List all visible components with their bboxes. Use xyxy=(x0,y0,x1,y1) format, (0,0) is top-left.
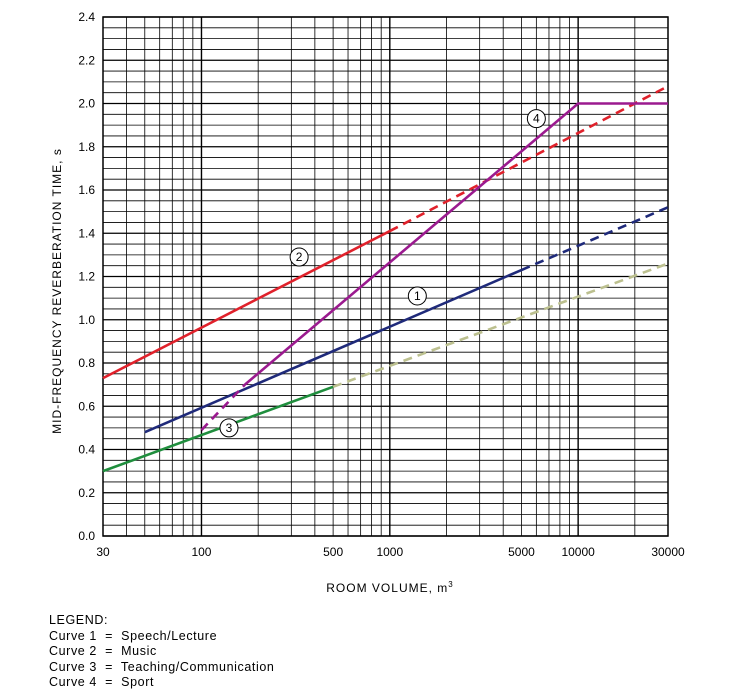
curve-3-label-circle xyxy=(219,418,239,438)
legend-heading: LEGEND: xyxy=(49,613,109,627)
curve-1-solid-line xyxy=(144,268,522,434)
curve-3-solid-line xyxy=(102,385,334,473)
curve-1-label: 1 xyxy=(414,289,421,303)
curve-2-solid-line xyxy=(102,229,391,380)
y-tick-label: 0.2 xyxy=(78,486,95,500)
legend-item-curve-2: Curve 2 = Music xyxy=(49,644,157,658)
x-tick-label: 30 xyxy=(96,545,110,559)
plot-frame xyxy=(102,16,669,537)
y-tick-label: 1.8 xyxy=(78,140,95,154)
curve-2-label-circle xyxy=(289,247,309,267)
curve-4-dashed-line xyxy=(200,383,246,431)
curve-3-dashed-line xyxy=(332,262,669,389)
tick-labels: 0.0 0.2 0.4 0.6 0.8 1.0 1.2 1.4 1.6 1.8 2.0 2.2 2.4 3… xyxy=(78,10,685,559)
curve-3-label: 3 xyxy=(226,421,233,435)
y-tick-label: 0.8 xyxy=(78,356,95,370)
y-tick-label: 1.6 xyxy=(78,183,95,197)
y-tick-label: 0.0 xyxy=(78,529,95,543)
y-tick-label: 0.4 xyxy=(78,443,95,457)
curve-4-solid-line xyxy=(244,102,668,386)
grid xyxy=(102,16,669,537)
y-tick-label: 1.4 xyxy=(78,226,95,240)
curve-4-label-circle xyxy=(526,109,546,129)
curve-2-label: 2 xyxy=(296,250,303,264)
y-tick-label: 1.0 xyxy=(78,313,95,327)
curve-4-label: 4 xyxy=(533,112,540,126)
reverberation-chart: 1 2 3 4 0.0 0.2 0.4 0.6 0.8 1.0 1.2 1.4 1.6 1.8 2.0 2.… xyxy=(50,10,685,595)
y-tick-label: 2.2 xyxy=(78,53,95,67)
x-tick-label: 100 xyxy=(191,545,211,559)
x-tick-label: 5000 xyxy=(508,545,535,559)
y-tick-label: 0.6 xyxy=(78,399,95,413)
legend-item-curve-1: Curve 1 = Speech/Lecture xyxy=(49,628,218,643)
curve-1-label-circle xyxy=(407,286,427,306)
series-lines xyxy=(102,85,669,473)
y-tick-label: 2.0 xyxy=(78,97,95,111)
y-tick-label: 1.2 xyxy=(78,270,95,284)
x-tick-label: 500 xyxy=(323,545,343,559)
curve-labels: 1 2 3 4 xyxy=(219,109,546,438)
y-tick-label: 2.4 xyxy=(78,10,95,24)
x-tick-label: 30000 xyxy=(651,545,685,559)
curve-2-dashed-line xyxy=(389,85,669,233)
x-tick-label: 1000 xyxy=(376,545,403,559)
legend-item-curve-3: Curve 3 = Teaching/Communication xyxy=(49,659,275,674)
x-tick-label: 10000 xyxy=(561,545,595,559)
curve-1-dashed-line xyxy=(520,206,669,272)
x-axis-title: ROOM VOLUME, m3 xyxy=(326,580,453,595)
y-axis-title: MID-FREQUENCY REVERBERATION TIME, s xyxy=(50,148,64,434)
legend-item-curve-4: Curve 4 = Sport xyxy=(49,675,155,689)
legend: LEGEND: Curve 1 = Speech/Lecture Curve 2… xyxy=(49,613,274,691)
